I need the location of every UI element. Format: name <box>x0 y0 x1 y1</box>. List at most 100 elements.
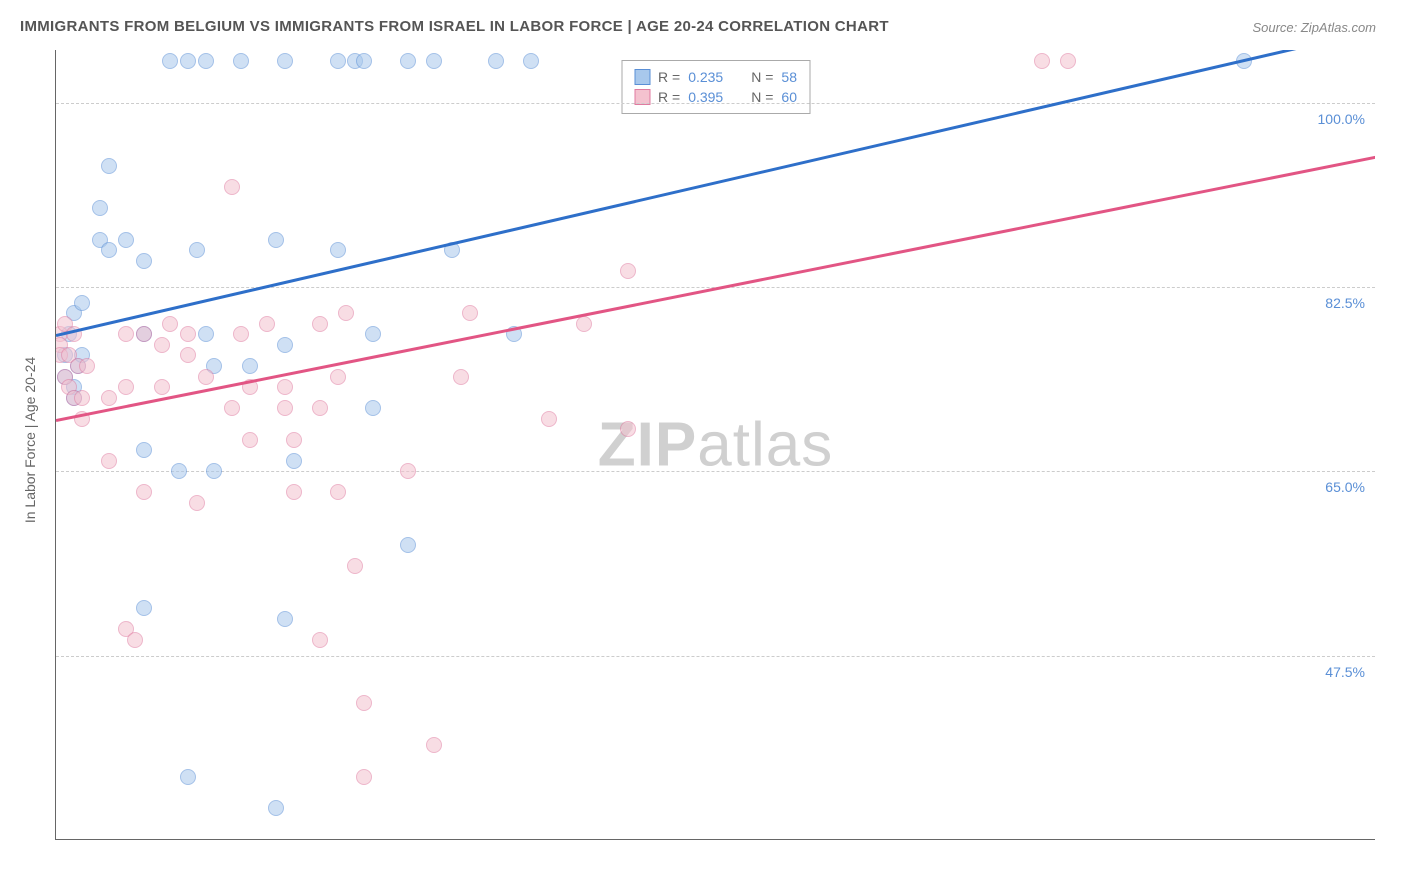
scatter-point <box>312 400 328 416</box>
scatter-point <box>180 769 196 785</box>
scatter-point <box>277 379 293 395</box>
scatter-point <box>347 558 363 574</box>
scatter-point <box>400 463 416 479</box>
x-tick-mark <box>621 839 622 840</box>
scatter-point <box>136 484 152 500</box>
scatter-point <box>330 242 346 258</box>
scatter-point <box>74 295 90 311</box>
scatter-point <box>488 53 504 69</box>
scatter-point <box>268 800 284 816</box>
correlation-legend: R =0.235N =58R =0.395N =60 <box>621 60 810 114</box>
scatter-point <box>286 432 302 448</box>
legend-n-value: 58 <box>781 69 797 85</box>
scatter-point <box>277 337 293 353</box>
scatter-point <box>541 411 557 427</box>
scatter-point <box>356 769 372 785</box>
y-tick-label: 47.5% <box>1325 664 1365 680</box>
x-tick-mark <box>1186 839 1187 840</box>
legend-r-label: R = <box>658 69 680 85</box>
scatter-point <box>233 326 249 342</box>
scatter-point <box>180 326 196 342</box>
y-tick-label: 100.0% <box>1318 111 1365 127</box>
scatter-point <box>224 400 240 416</box>
scatter-point <box>101 158 117 174</box>
scatter-point <box>330 484 346 500</box>
scatter-point <box>1034 53 1050 69</box>
scatter-point <box>136 600 152 616</box>
scatter-point <box>338 305 354 321</box>
legend-r-value: 0.235 <box>688 69 723 85</box>
source-attribution: Source: ZipAtlas.com <box>1252 20 1376 35</box>
scatter-point <box>330 53 346 69</box>
scatter-point <box>136 253 152 269</box>
gridline <box>56 471 1375 472</box>
scatter-point <box>576 316 592 332</box>
scatter-point <box>242 358 258 374</box>
scatter-point <box>233 53 249 69</box>
scatter-point <box>101 390 117 406</box>
scatter-point <box>189 495 205 511</box>
scatter-point <box>79 358 95 374</box>
scatter-point <box>286 484 302 500</box>
legend-swatch <box>634 69 650 85</box>
scatter-point <box>426 53 442 69</box>
scatter-point <box>330 369 346 385</box>
watermark-rest: atlas <box>697 410 833 479</box>
gridline <box>56 656 1375 657</box>
scatter-point <box>101 453 117 469</box>
scatter-point <box>620 263 636 279</box>
scatter-point <box>162 53 178 69</box>
scatter-point <box>1060 53 1076 69</box>
scatter-point <box>259 316 275 332</box>
gridline <box>56 103 1375 104</box>
scatter-point <box>198 53 214 69</box>
scatter-point <box>189 242 205 258</box>
legend-n-label: N = <box>751 69 773 85</box>
scatter-point <box>277 53 293 69</box>
watermark: ZIPatlas <box>598 409 833 480</box>
scatter-point <box>286 453 302 469</box>
y-axis-label: In Labor Force | Age 20-24 <box>22 357 38 523</box>
chart-title: IMMIGRANTS FROM BELGIUM VS IMMIGRANTS FR… <box>20 18 889 35</box>
scatter-point <box>277 400 293 416</box>
scatter-point <box>180 347 196 363</box>
scatter-point <box>154 337 170 353</box>
scatter-point <box>356 695 372 711</box>
scatter-point <box>365 326 381 342</box>
scatter-point <box>242 432 258 448</box>
scatter-point <box>365 400 381 416</box>
scatter-point <box>400 537 416 553</box>
watermark-bold: ZIP <box>598 410 697 479</box>
scatter-point <box>118 326 134 342</box>
scatter-point <box>198 369 214 385</box>
legend-row: R = 0.235 N = 58 <box>634 67 797 87</box>
scatter-point <box>620 421 636 437</box>
scatter-point <box>180 53 196 69</box>
scatter-point <box>171 463 187 479</box>
x-tick-mark <box>998 839 999 840</box>
scatter-point <box>92 200 108 216</box>
x-tick-mark <box>809 839 810 840</box>
scatter-point <box>224 179 240 195</box>
scatter-point <box>277 611 293 627</box>
scatter-point <box>136 442 152 458</box>
scatter-point <box>136 326 152 342</box>
y-tick-label: 65.0% <box>1325 479 1365 495</box>
scatter-point <box>356 53 372 69</box>
scatter-point <box>127 632 143 648</box>
scatter-point <box>312 316 328 332</box>
scatter-point <box>198 326 214 342</box>
scatter-point <box>154 379 170 395</box>
x-tick-mark <box>244 839 245 840</box>
scatter-point <box>312 632 328 648</box>
scatter-point <box>453 369 469 385</box>
plot-area: ZIPatlas R =0.235N =58R =0.395N =60 Immi… <box>55 50 1375 840</box>
scatter-point <box>206 463 222 479</box>
scatter-point <box>426 737 442 753</box>
scatter-point <box>523 53 539 69</box>
scatter-point <box>462 305 478 321</box>
scatter-point <box>101 242 117 258</box>
scatter-point <box>268 232 284 248</box>
scatter-point <box>162 316 178 332</box>
scatter-point <box>74 390 90 406</box>
